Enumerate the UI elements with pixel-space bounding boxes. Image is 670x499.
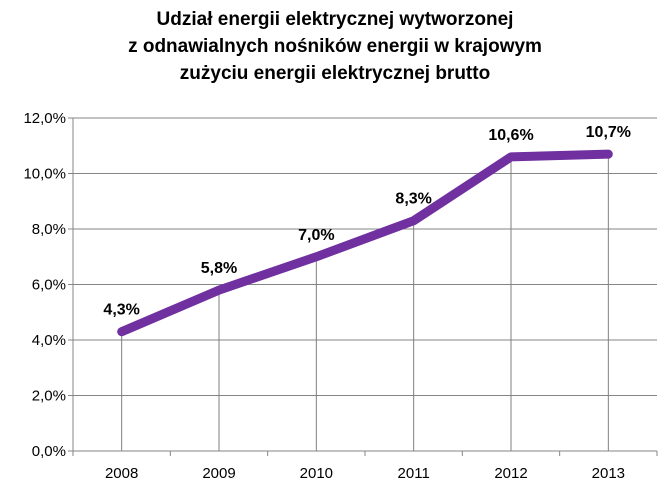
y-tick-label: 8,0% bbox=[32, 221, 66, 238]
y-tick-label: 0,0% bbox=[32, 443, 66, 460]
chart-title: Udział energii elektrycznej wytworzonej … bbox=[0, 6, 670, 87]
data-label: 10,6% bbox=[488, 127, 533, 144]
drop-lines bbox=[121, 154, 609, 451]
series bbox=[117, 149, 613, 337]
data-labels: 4,3% 5,8% 7,0% 8,3% 10,6% 10,7% bbox=[103, 124, 631, 319]
data-label: 4,3% bbox=[103, 302, 139, 319]
y-tick-label: 12,0% bbox=[23, 110, 66, 127]
x-tick-label: 2013 bbox=[592, 465, 625, 482]
chart-title-line-1: Udział energii elektrycznej wytworzonej bbox=[156, 9, 514, 30]
data-point bbox=[412, 219, 415, 222]
data-label: 8,3% bbox=[395, 191, 431, 208]
x-tick-label: 2008 bbox=[105, 465, 138, 482]
y-tick-label: 4,0% bbox=[32, 332, 66, 349]
axes bbox=[68, 117, 658, 456]
x-tick-labels: 2008 2009 2010 2011 2012 2013 bbox=[105, 465, 625, 482]
data-point bbox=[120, 330, 123, 333]
y-tick-label: 6,0% bbox=[32, 277, 66, 294]
x-tick-label: 2009 bbox=[202, 465, 235, 482]
x-tick-label: 2010 bbox=[300, 465, 333, 482]
x-tick-label: 2011 bbox=[398, 465, 430, 482]
data-label: 5,8% bbox=[201, 260, 237, 277]
gridlines bbox=[73, 117, 657, 452]
y-tick-labels: 0,0% 2,0% 4,0% 6,0% 8,0% 10,0% 12,0% bbox=[23, 110, 66, 460]
x-tick-label: 2012 bbox=[494, 465, 527, 482]
data-point bbox=[510, 155, 512, 158]
data-point bbox=[218, 289, 220, 292]
data-label: 7,0% bbox=[298, 227, 334, 244]
series-line bbox=[117, 149, 613, 337]
y-tick-label: 2,0% bbox=[32, 388, 66, 405]
chart-title-line-2: z odnawialnych nośników energii w krajow… bbox=[128, 36, 542, 57]
data-point bbox=[315, 255, 318, 258]
data-point bbox=[607, 153, 610, 156]
y-tick-label: 10,0% bbox=[23, 166, 66, 183]
data-label: 10,7% bbox=[586, 124, 631, 141]
chart-title-line-3: zużyciu energii elektrycznej brutto bbox=[179, 63, 491, 84]
